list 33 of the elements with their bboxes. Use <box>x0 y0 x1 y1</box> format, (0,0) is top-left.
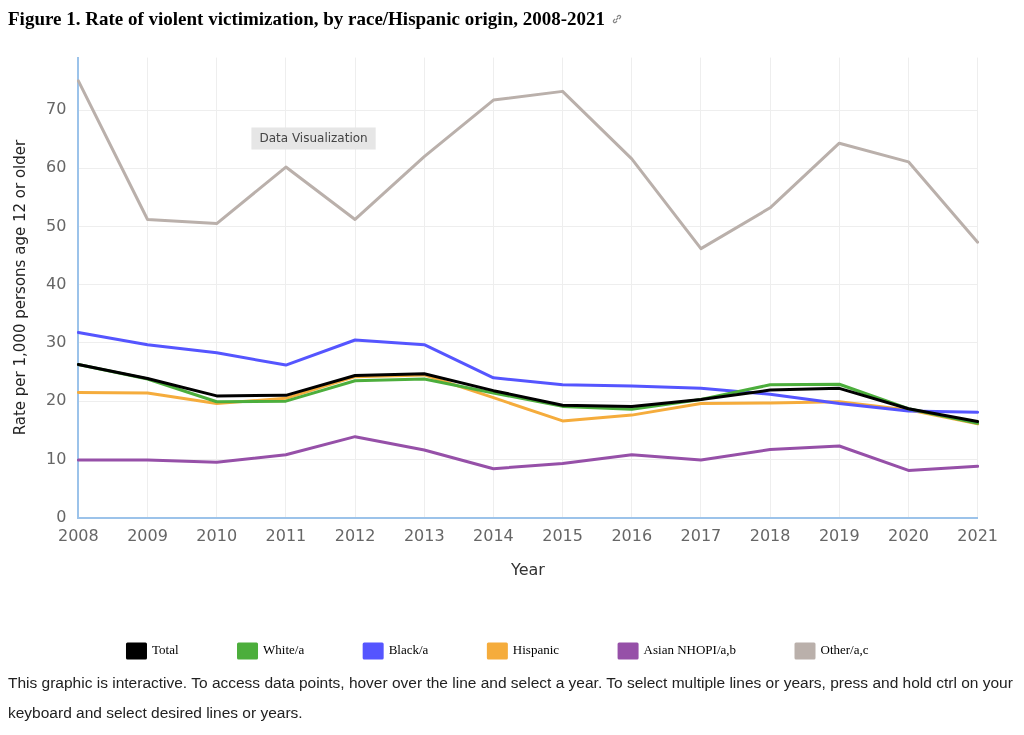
text: This graphic is interactive. To access data points, hover over the line and select a year. To select multiple lines or years, press and hold ctrl on your keyboard and select desired lines or years. <box>8 673 1014 723</box>
annotation: Data Visualization <box>259 130 368 145</box>
y-tick-label: 10 <box>46 448 67 468</box>
y-tick-label: 30 <box>46 332 67 352</box>
y-tick-label: 70 <box>46 99 67 119</box>
legend-label: Asian NHOPI/a,b <box>643 642 737 658</box>
y-tick-label: 40 <box>46 273 67 293</box>
x-tick-label: 2020 <box>888 526 929 546</box>
x-tick-label: 2008 <box>58 526 99 546</box>
x-tick-label: 2019 <box>818 526 860 546</box>
y-tick-label: 0 <box>56 506 67 526</box>
x-tick-label: 2011 <box>265 526 307 546</box>
x-tick-label: 2018 <box>749 526 791 546</box>
y-tick-label: 60 <box>46 157 67 177</box>
legend-label: Other/a,c <box>820 642 869 658</box>
legend-label: White/a <box>263 642 305 658</box>
chart-title: Figure 1. Rate of violent victimization, by race/Hispanic origin, 2008-2021 <box>8 8 606 30</box>
x-tick-label: 2021 <box>957 526 998 546</box>
x-tick-label: 2015 <box>542 526 583 546</box>
x-tick-label: 2017 <box>680 526 722 546</box>
x-tick-label: 2014 <box>473 526 514 546</box>
x-tick-label: 2013 <box>403 526 445 546</box>
x-axis-title: Year <box>510 559 546 579</box>
y-tick-label: 20 <box>46 390 67 410</box>
legend-label: Hispanic <box>512 642 560 658</box>
legend-label: Black/a <box>388 642 429 658</box>
y-axis-title: Rate per 1,000 persons age 12 or older <box>10 139 29 436</box>
x-tick-label: 2012 <box>334 526 376 546</box>
x-tick-label: 2009 <box>127 526 168 546</box>
x-tick-label: 2010 <box>196 526 238 546</box>
x-tick-label: 2016 <box>611 526 653 546</box>
legend-label: Total <box>151 642 179 658</box>
y-tick-label: 50 <box>46 215 67 235</box>
